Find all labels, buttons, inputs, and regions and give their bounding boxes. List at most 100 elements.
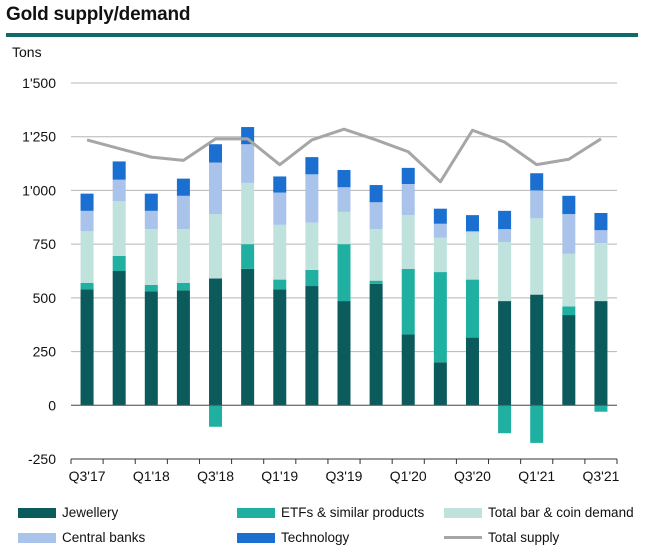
bar-central-banks (273, 192, 287, 225)
bar-total-bar-coin-demand (241, 182, 255, 245)
x-tick-label: Q1'20 (390, 468, 427, 484)
bar-jewellery (433, 362, 447, 406)
y-axis-label: Tons (12, 44, 42, 60)
x-tick-label: Q3'19 (326, 468, 363, 484)
bar-technology (562, 195, 576, 215)
bar-jewellery (498, 301, 512, 406)
bar-etfs-similar-products (562, 306, 576, 316)
bar-technology (112, 161, 126, 180)
bar-central-banks (562, 214, 576, 254)
x-tick-label: Q3'20 (454, 468, 491, 484)
bar-jewellery (241, 268, 255, 406)
bar-central-banks (144, 210, 158, 230)
chart-legend: Jewellery ETFs & similar products Total … (12, 503, 642, 551)
legend-item-jewellery: Jewellery (18, 505, 118, 520)
bar-total-bar-coin-demand (80, 231, 94, 283)
y-tick-label: 500 (33, 290, 57, 306)
bar-technology (498, 210, 512, 230)
legend-swatch-etfs (237, 507, 275, 518)
bar-etfs-similar-products (337, 244, 351, 302)
legend-swatch-technology (237, 532, 275, 543)
bar-central-banks (465, 231, 479, 233)
bar-central-banks (369, 202, 383, 230)
bar-central-banks (530, 190, 544, 219)
bar-central-banks (305, 174, 319, 223)
y-tick-label: 250 (33, 344, 57, 360)
title-divider (6, 33, 638, 37)
x-tick-label: Q3'18 (197, 468, 234, 484)
bar-jewellery (144, 291, 158, 406)
bar-total-bar-coin-demand (498, 241, 512, 302)
bar-total-bar-coin-demand (594, 243, 608, 302)
legend-swatch-jewellery (18, 507, 56, 518)
total-supply-line (86, 127, 602, 184)
legend-item-etfs: ETFs & similar products (237, 505, 424, 520)
bar-central-banks (209, 162, 223, 215)
bar-jewellery (369, 283, 383, 406)
legend-item-technology: Technology (237, 530, 349, 545)
bar-central-banks (112, 179, 126, 202)
bar-jewellery (337, 301, 351, 406)
legend-item-central-banks: Central banks (18, 530, 145, 545)
x-tick-label: Q1'19 (261, 468, 298, 484)
bar-jewellery (465, 337, 479, 406)
bar-etfs-similar-products (498, 405, 512, 434)
bar-central-banks (594, 230, 608, 244)
bar-etfs-similar-products (112, 255, 126, 271)
bar-central-banks (80, 210, 94, 232)
y-tick-label: -250 (28, 451, 56, 467)
bar-technology (594, 212, 608, 231)
x-tick-label: Q3'17 (69, 468, 106, 484)
bar-total-bar-coin-demand (112, 201, 126, 256)
bar-jewellery (176, 290, 190, 406)
y-tick-label: 1'500 (22, 75, 56, 91)
bar-total-bar-coin-demand (530, 218, 544, 295)
bar-total-bar-coin-demand (562, 253, 576, 307)
bar-technology (176, 178, 190, 196)
bar-total-bar-coin-demand (433, 237, 447, 273)
y-tick-label: 750 (33, 236, 57, 252)
bar-etfs-similar-products (176, 282, 190, 291)
bar-central-banks (498, 229, 512, 242)
bar-central-banks (433, 223, 447, 238)
legend-swatch-total-supply (444, 536, 482, 539)
bar-total-bar-coin-demand (401, 215, 415, 269)
bar-technology (273, 176, 287, 193)
legend-swatch-central-banks (18, 532, 56, 543)
bar-jewellery (209, 278, 223, 406)
bar-total-bar-coin-demand (465, 232, 479, 280)
bar-jewellery (594, 301, 608, 406)
y-tick-label: 1'250 (22, 129, 56, 145)
x-tick-label: Q1'18 (133, 468, 170, 484)
legend-label-total-supply: Total supply (488, 530, 560, 545)
bar-jewellery (562, 315, 576, 406)
x-tick-label: Q1'21 (518, 468, 555, 484)
bar-etfs-similar-products (465, 279, 479, 338)
y-tick-label: 1'000 (22, 182, 56, 198)
bar-jewellery (530, 294, 544, 406)
y-tick-label: 0 (48, 397, 56, 413)
bar-jewellery (305, 286, 319, 406)
bar-total-bar-coin-demand (209, 214, 223, 279)
bar-etfs-similar-products (401, 268, 415, 335)
bar-central-banks (241, 144, 255, 183)
bar-etfs-similar-products (369, 280, 383, 284)
bar-technology (369, 185, 383, 203)
bar-total-bar-coin-demand (337, 211, 351, 245)
bar-etfs-similar-products (80, 282, 94, 290)
bar-total-bar-coin-demand (305, 222, 319, 270)
bar-jewellery (401, 334, 415, 406)
bar-total-bar-coin-demand (144, 229, 158, 285)
bar-central-banks (401, 183, 415, 216)
bar-central-banks (337, 187, 351, 212)
bar-technology (80, 193, 94, 211)
legend-item-bar-coin: Total bar & coin demand (444, 505, 634, 520)
legend-item-total-supply: Total supply (444, 530, 559, 545)
bar-technology (530, 173, 544, 191)
bar-etfs-similar-products (305, 269, 319, 287)
x-tick-label: Q3'21 (582, 468, 619, 484)
bar-etfs-similar-products (209, 405, 223, 427)
legend-label-central-banks: Central banks (62, 530, 146, 545)
bar-etfs-similar-products (241, 244, 255, 269)
bar-jewellery (112, 271, 126, 406)
